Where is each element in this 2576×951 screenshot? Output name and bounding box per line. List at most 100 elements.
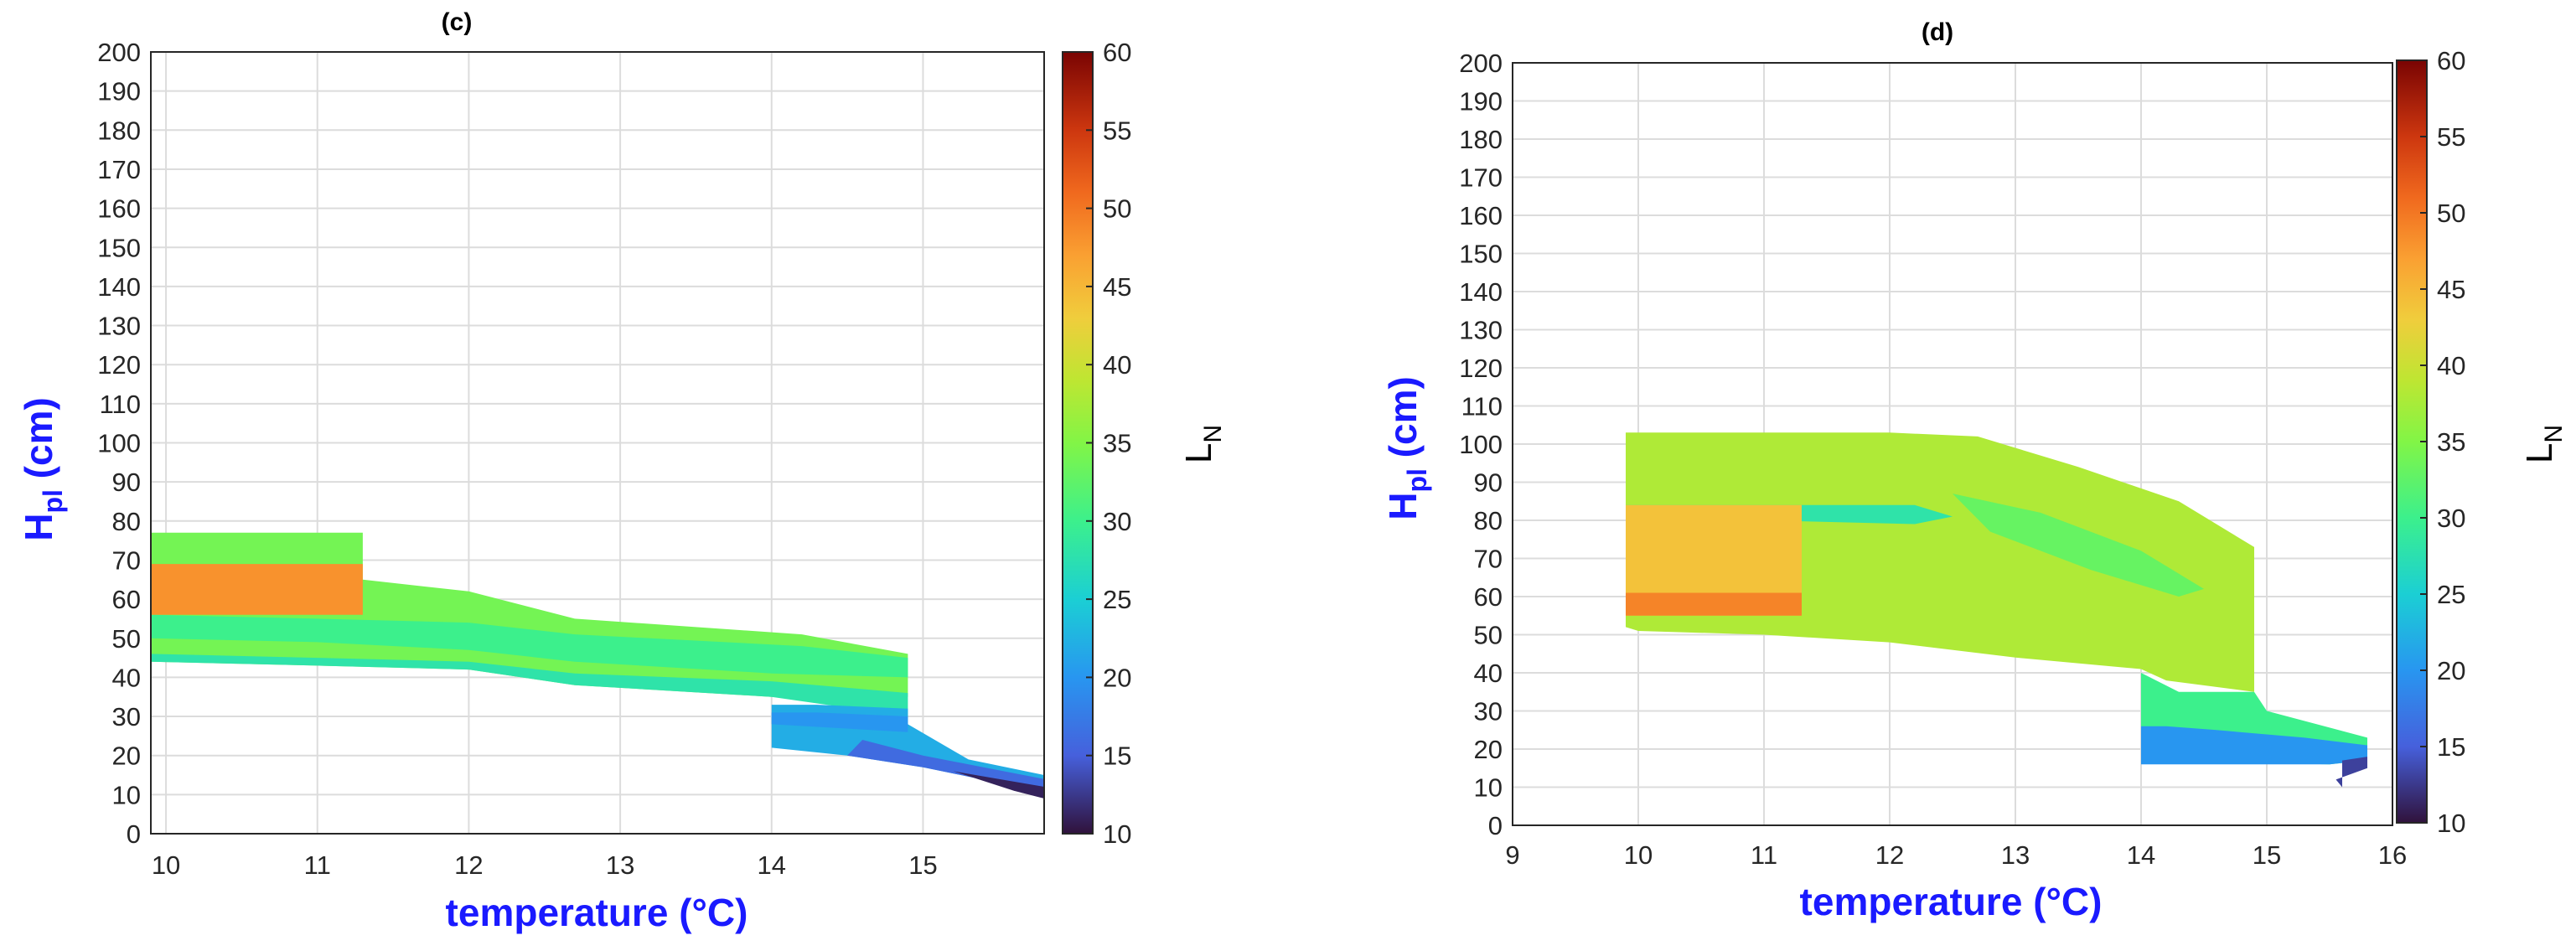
y-tick-label: 90 <box>112 468 141 497</box>
colorbar-tick-label: 40 <box>2437 351 2465 380</box>
x-tick-label: 14 <box>758 850 786 880</box>
colorbar-tick-label: 25 <box>2437 580 2465 609</box>
y-tick-label: 160 <box>1459 201 1503 230</box>
y-tick-label: 20 <box>112 742 141 771</box>
y-tick-label: 50 <box>112 624 141 654</box>
panel-c-colorbar-ticks: 10 15 20 25 30 35 40 45 50 55 60 <box>1086 38 1131 849</box>
y-tick-label: 180 <box>1459 125 1503 154</box>
panel-d-ylabel-main: H <box>1381 493 1425 520</box>
y-tick-label: 80 <box>112 507 141 536</box>
y-tick-label: 130 <box>97 312 141 341</box>
y-tick-label: 100 <box>1459 430 1503 459</box>
panel-c-colorbar-label: LN <box>1178 425 1227 463</box>
heatmap-region <box>771 712 908 732</box>
y-tick-label: 50 <box>1474 621 1503 650</box>
colorbar-tick-label: 15 <box>1103 742 1131 771</box>
x-tick-label: 13 <box>2001 840 2030 870</box>
x-tick-label: 11 <box>1751 840 1777 870</box>
colorbar-tick-label: 20 <box>1103 663 1131 692</box>
colorbar-tick-label: 50 <box>1103 194 1131 224</box>
x-tick-label: 11 <box>304 850 331 880</box>
y-tick-label: 20 <box>1474 735 1503 764</box>
x-tick-label: 16 <box>2378 840 2407 870</box>
colorbar-tick-label: 10 <box>2437 809 2465 838</box>
colorbar-tick-label: 55 <box>2437 122 2465 152</box>
x-tick-label: 15 <box>2253 840 2281 870</box>
panel-c-ytick-labels: 0 10 20 30 40 50 60 70 80 90 100 110 120 130 140 150 160… <box>97 38 141 849</box>
panel-c-ylabel-main: H <box>17 514 60 541</box>
y-tick-label: 80 <box>1474 506 1503 535</box>
x-tick-label: 9 <box>1505 840 1519 870</box>
y-tick-label: 130 <box>1459 316 1503 345</box>
panel-d-colorbar-label-main: L <box>2519 443 2560 463</box>
panel-d-xtick-labels: 9 10 11 12 13 14 15 16 <box>1505 840 2407 870</box>
heatmap-region <box>2335 757 2367 788</box>
y-tick-label: 60 <box>112 585 141 614</box>
y-tick-label: 100 <box>97 429 141 458</box>
colorbar-tick-label: 10 <box>1103 819 1131 849</box>
colorbar-tick-label: 35 <box>2437 427 2465 457</box>
heatmap-region <box>151 654 908 716</box>
y-tick-label: 90 <box>1474 468 1503 498</box>
colorbar-tick-label: 60 <box>2437 46 2465 75</box>
y-tick-label: 180 <box>97 116 141 145</box>
heatmap-region <box>1953 494 2204 597</box>
x-tick-label: 13 <box>606 850 634 880</box>
panel-c-xlabel: temperature (°C) <box>446 891 748 934</box>
panel-d-colorbar-label: LN <box>2519 425 2568 463</box>
x-tick-label: 10 <box>1624 840 1653 870</box>
panel-c-colorbar-label-main: L <box>1178 443 1219 463</box>
y-tick-label: 60 <box>1474 582 1503 612</box>
x-tick-label: 12 <box>1875 840 1904 870</box>
y-tick-label: 70 <box>112 545 141 575</box>
x-tick-label: 15 <box>908 850 937 880</box>
x-tick-label: 14 <box>2127 840 2155 870</box>
panel-c-ylabel: Hpl (cm) <box>17 397 68 541</box>
y-tick-label: 40 <box>112 663 141 692</box>
panel-d-xlabel: temperature (°C) <box>1800 880 2103 923</box>
y-tick-label: 170 <box>1459 163 1503 193</box>
y-tick-label: 40 <box>1474 659 1503 688</box>
y-tick-label: 0 <box>1488 811 1503 840</box>
panel-c-regions <box>151 532 1044 799</box>
panel-c-colorbar-label-sub: N <box>1199 425 1227 443</box>
y-tick-label: 160 <box>97 194 141 224</box>
y-tick-label: 140 <box>97 272 141 302</box>
y-tick-label: 110 <box>100 390 141 419</box>
heatmap-region <box>953 771 1044 799</box>
colorbar-tick-label: 45 <box>1103 272 1131 302</box>
panel-d-ylabel-sub: pl <box>1402 468 1432 492</box>
panel-c-ylabel-rest: (cm) <box>17 397 60 489</box>
panel-d: (d) 0 10 20 30 40 50 60 70 80 90 100 110 120 130 140 15… <box>1381 18 2568 923</box>
y-tick-label: 150 <box>1459 240 1503 269</box>
panel-d-colorbar-ticks: 10 15 20 25 30 35 40 45 50 55 60 <box>2420 46 2465 838</box>
x-tick-label: 10 <box>152 850 180 880</box>
y-tick-label: 190 <box>1459 87 1503 116</box>
colorbar-tick-label: 20 <box>2437 656 2465 685</box>
panel-d-colorbar-label-sub: N <box>2540 425 2568 443</box>
colorbar-tick-label: 30 <box>2437 504 2465 533</box>
y-tick-label: 0 <box>127 819 141 849</box>
colorbar-tick-label: 50 <box>2437 199 2465 228</box>
panel-d-axes-frame <box>1512 62 2393 826</box>
heatmap-region <box>2141 726 2367 765</box>
colorbar-tick-label: 25 <box>1103 585 1131 614</box>
colorbar-tick-label: 45 <box>2437 275 2465 304</box>
y-tick-label: 200 <box>97 38 141 67</box>
y-tick-label: 10 <box>1474 773 1503 803</box>
colorbar-tick-label: 40 <box>1103 350 1131 380</box>
y-tick-label: 30 <box>112 702 141 731</box>
y-tick-label: 70 <box>1474 545 1503 574</box>
panel-c-grid <box>151 51 1044 835</box>
panel-c: (c) 0 10 20 30 40 50 60 70 80 90 100 110 120 130 140 15… <box>17 8 1227 934</box>
heatmap-region <box>1626 504 1802 616</box>
panel-d-colorbar <box>2396 59 2428 824</box>
y-tick-label: 170 <box>97 155 141 184</box>
y-tick-label: 120 <box>1459 354 1503 383</box>
heatmap-region <box>1626 432 2254 692</box>
colorbar-tick-label: 35 <box>1103 429 1131 458</box>
y-tick-label: 120 <box>97 350 141 380</box>
x-tick-label: 12 <box>454 850 483 880</box>
panel-d-ylabel-rest: (cm) <box>1381 376 1425 468</box>
